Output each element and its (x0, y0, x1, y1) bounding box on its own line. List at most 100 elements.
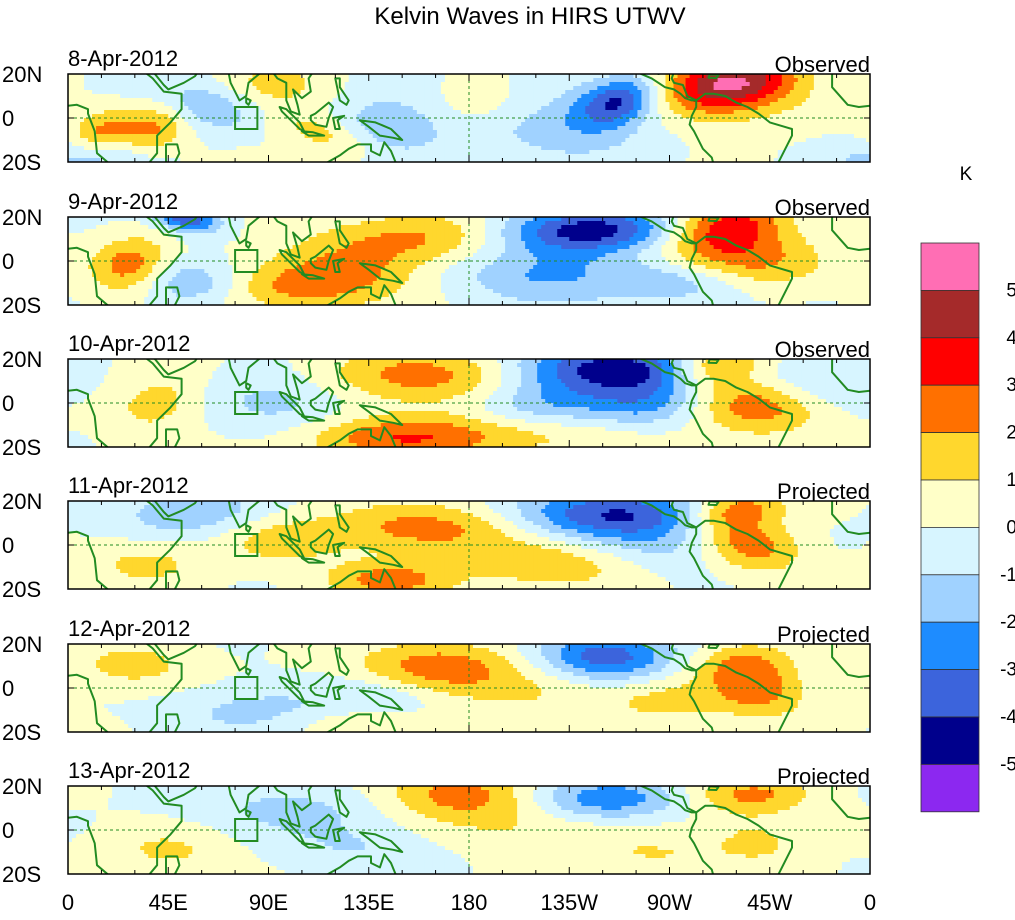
contour-cell (276, 110, 282, 115)
contour-cell (589, 114, 594, 119)
contour-cell (525, 142, 530, 147)
contour-cell (68, 142, 73, 147)
contour-cell (793, 154, 799, 159)
contour-cell (104, 130, 109, 135)
contour-cell (513, 134, 518, 139)
contour-cell (128, 74, 133, 79)
contour-cell (797, 98, 803, 103)
contour-cell (609, 158, 614, 162)
contour-cell (380, 150, 386, 155)
contour-cell (537, 114, 542, 119)
contour-cell (545, 142, 550, 147)
contour-cell (120, 150, 125, 155)
contour-cell (813, 106, 819, 111)
contour-cell (725, 154, 731, 159)
contour-cell (549, 106, 554, 111)
contour-cell (617, 126, 622, 131)
contour-cell (320, 154, 326, 159)
contour-cell (368, 106, 374, 111)
contour-cell (845, 94, 851, 99)
contour-cell (481, 122, 486, 127)
contour-cell (412, 94, 418, 99)
contour-cell (136, 154, 141, 159)
contour-cell (609, 122, 614, 127)
contour-cell (176, 98, 181, 103)
contour-cell (332, 98, 338, 103)
contour-cell (481, 130, 486, 135)
contour-cell (689, 130, 695, 135)
contour-cell (168, 130, 173, 135)
contour-cell (244, 74, 250, 79)
contour-cell (348, 154, 354, 159)
contour-cell (132, 118, 137, 123)
contour-cell (785, 114, 791, 119)
contour-cell (793, 82, 799, 87)
contour-cell (84, 74, 89, 79)
contour-cell (460, 94, 466, 99)
contour-cell (621, 221, 626, 226)
contour-cell (621, 98, 626, 103)
contour-cell (364, 217, 370, 222)
contour-cell (228, 98, 234, 103)
contour-cell (196, 78, 201, 83)
contour-cell (384, 110, 390, 115)
contour-cell (797, 221, 803, 226)
contour-cell (733, 106, 739, 111)
contour-cell (428, 106, 434, 111)
contour-cell (853, 90, 859, 95)
contour-cell (621, 94, 626, 99)
contour-cell (192, 225, 197, 230)
contour-cell (328, 130, 334, 135)
contour-cell (308, 158, 314, 162)
contour-cell (705, 217, 711, 222)
contour-cell (260, 114, 266, 119)
contour-cell (565, 82, 570, 87)
contour-cell (216, 150, 221, 155)
contour-cell (264, 118, 270, 123)
contour-cell (481, 98, 486, 103)
contour-cell (376, 94, 382, 99)
contour-cell (841, 114, 847, 119)
contour-cell (260, 154, 266, 159)
contour-cell (669, 82, 675, 87)
contour-cell (825, 114, 831, 119)
contour-cell (593, 122, 598, 127)
contour-cell (645, 90, 651, 95)
contour-cell (609, 138, 614, 143)
contour-cell (80, 150, 85, 155)
contour-cell (705, 158, 711, 162)
contour-cell (232, 86, 238, 91)
contour-cell (96, 86, 101, 91)
contour-cell (352, 82, 358, 87)
contour-cell (561, 106, 566, 111)
contour-cell (669, 110, 675, 115)
contour-cell (268, 146, 274, 151)
contour-cell (92, 225, 97, 230)
contour-cell (80, 225, 85, 230)
contour-cell (561, 150, 566, 155)
contour-cell (72, 154, 77, 159)
contour-cell (485, 114, 490, 119)
contour-cell (673, 110, 679, 115)
contour-cell (653, 106, 659, 111)
contour-cell (112, 90, 117, 95)
contour-cell (553, 122, 558, 127)
contour-cell (549, 138, 554, 143)
contour-cell (793, 122, 799, 127)
contour-cell (605, 110, 610, 115)
contour-cell (372, 78, 378, 83)
contour-cell (232, 94, 238, 99)
contour-cell (813, 82, 819, 87)
contour-cell (613, 98, 618, 103)
contour-cell (681, 118, 687, 123)
contour-cell (641, 130, 647, 135)
contour-cell (537, 158, 542, 162)
contour-cell (601, 82, 606, 87)
contour-cell (557, 86, 562, 91)
contour-cell (737, 118, 743, 123)
contour-cell (192, 106, 197, 111)
contour-cell (569, 146, 574, 151)
contour-cell (412, 225, 418, 230)
contour-cell (713, 106, 719, 111)
contour-cell (709, 98, 715, 103)
